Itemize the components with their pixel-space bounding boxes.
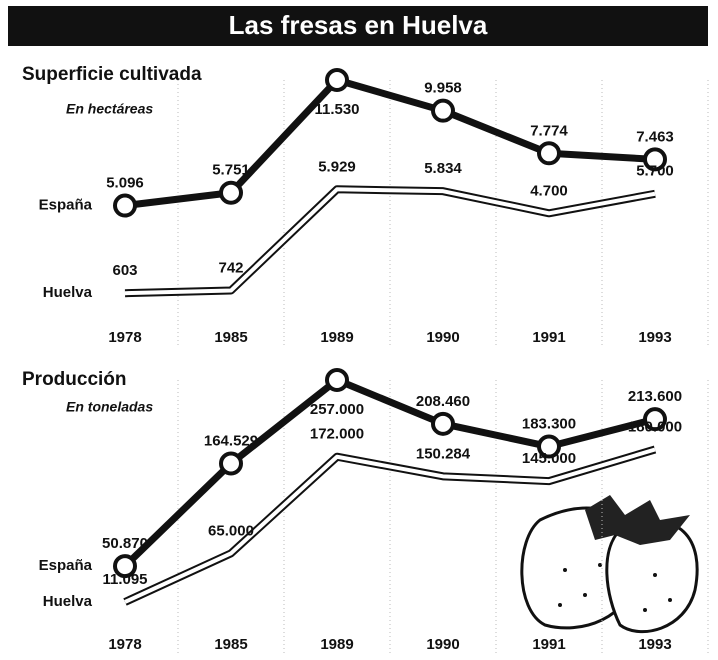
- value-label: 5.751: [212, 162, 250, 179]
- value-label: 742: [218, 259, 243, 276]
- value-label: 150.284: [416, 445, 471, 462]
- x-tick-label: 1985: [214, 636, 247, 653]
- x-tick-label: 1978: [108, 636, 141, 653]
- marker: [115, 196, 135, 216]
- value-label: 164.529: [204, 432, 258, 449]
- chart-title: Producción: [22, 369, 127, 390]
- value-label: 145.000: [522, 450, 576, 467]
- value-label: 5.834: [424, 160, 462, 177]
- x-tick-label: 1993: [638, 636, 671, 653]
- value-label: 172.000: [310, 426, 364, 443]
- value-label: 5.929: [318, 158, 356, 175]
- series-name: Huelva: [43, 284, 93, 301]
- chart-subtitle: En toneladas: [66, 399, 153, 415]
- value-label: 183.300: [522, 415, 576, 432]
- value-label: 9.958: [424, 80, 462, 97]
- chart-title: Superficie cultivada: [22, 64, 202, 85]
- marker: [539, 143, 559, 163]
- value-label: 65.000: [208, 522, 254, 539]
- marker: [433, 101, 453, 121]
- x-tick-label: 1993: [638, 329, 671, 346]
- value-label: 50.870: [102, 535, 148, 552]
- value-label: 208.460: [416, 393, 470, 410]
- value-label: 7.774: [530, 122, 568, 139]
- value-label: 213.600: [628, 388, 682, 405]
- value-label: 5.700: [636, 163, 674, 180]
- series-name: España: [39, 557, 93, 574]
- marker: [433, 414, 453, 434]
- x-tick-label: 1991: [532, 329, 565, 346]
- x-tick-label: 1985: [214, 329, 247, 346]
- marker: [327, 70, 347, 90]
- value-label: 5.096: [106, 175, 144, 192]
- strawberry: [522, 495, 697, 632]
- series-name: Huelva: [43, 593, 93, 610]
- chart-subtitle: En hectáreas: [66, 101, 153, 117]
- marker: [327, 370, 347, 390]
- marker: [221, 183, 241, 203]
- value-label: 11.530: [314, 101, 359, 118]
- x-tick-label: 1978: [108, 329, 141, 346]
- value-label: 257.000: [310, 401, 364, 418]
- infographic: Las fresas en Huelva Superficie cultivad…: [0, 0, 718, 660]
- series-name: España: [39, 197, 93, 214]
- page-title: Las fresas en Huelva: [229, 10, 488, 40]
- marker: [221, 453, 241, 473]
- x-tick-label: 1991: [532, 636, 565, 653]
- x-tick-label: 1990: [426, 329, 459, 346]
- value-label: 11.095: [102, 571, 147, 588]
- x-tick-label: 1989: [320, 636, 353, 653]
- x-tick-label: 1990: [426, 636, 459, 653]
- value-label: 7.463: [636, 128, 674, 145]
- value-label: 603: [112, 262, 137, 279]
- x-tick-label: 1989: [320, 329, 353, 346]
- value-label: 180.000: [628, 418, 682, 435]
- value-label: 4.700: [530, 182, 568, 199]
